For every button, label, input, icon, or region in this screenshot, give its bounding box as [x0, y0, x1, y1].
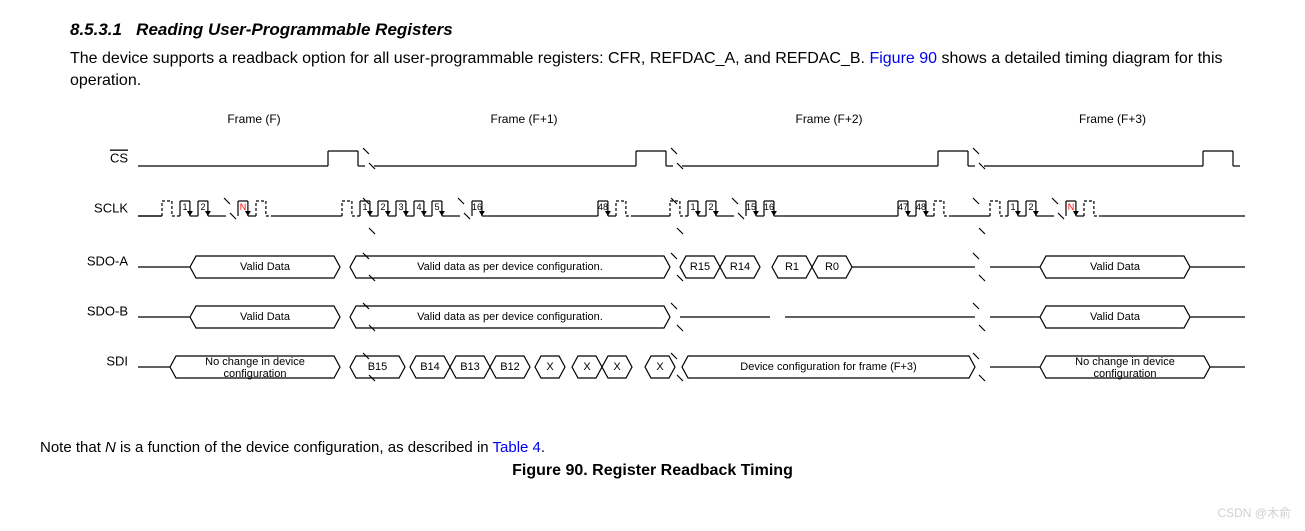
svg-text:Valid Data: Valid Data [240, 311, 291, 323]
svg-text:N: N [1068, 202, 1075, 212]
svg-text:Frame (F): Frame (F) [227, 112, 280, 126]
svg-text:1: 1 [691, 202, 696, 212]
note-paragraph: Note that N is a function of the device … [40, 439, 1265, 456]
svg-text:47: 47 [898, 202, 908, 212]
svg-text:Valid data as per device confi: Valid data as per device configuration. [417, 261, 603, 273]
svg-text:No change in device: No change in device [205, 356, 305, 368]
svg-text:Valid Data: Valid Data [240, 261, 291, 273]
svg-text:CS: CS [110, 150, 128, 165]
svg-text:2: 2 [201, 202, 206, 212]
svg-text:X: X [613, 361, 621, 373]
svg-text:N: N [240, 202, 247, 212]
svg-text:X: X [583, 361, 591, 373]
svg-text:R1: R1 [785, 261, 799, 273]
svg-text:Device configuration for frame: Device configuration for frame (F+3) [740, 361, 916, 373]
svg-text:15: 15 [746, 202, 756, 212]
svg-text:B12: B12 [500, 361, 520, 373]
svg-text:configuration: configuration [1094, 368, 1157, 380]
svg-text:Frame (F+3): Frame (F+3) [1079, 112, 1146, 126]
svg-text:B15: B15 [368, 361, 388, 373]
svg-text:R0: R0 [825, 261, 839, 273]
svg-text:X: X [656, 361, 664, 373]
svg-text:R14: R14 [730, 261, 750, 273]
svg-text:R15: R15 [690, 261, 710, 273]
svg-text:16: 16 [764, 202, 774, 212]
svg-text:16: 16 [472, 202, 482, 212]
figure-caption: Figure 90. Register Readback Timing [40, 462, 1265, 480]
svg-text:No change in device: No change in device [1075, 356, 1175, 368]
svg-text:2: 2 [1029, 202, 1034, 212]
watermark: CSDN @木俞 [1217, 504, 1291, 521]
svg-text:configuration: configuration [224, 368, 287, 380]
svg-text:Frame (F+2): Frame (F+2) [795, 112, 862, 126]
svg-text:SCLK: SCLK [94, 200, 128, 215]
svg-text:4: 4 [417, 202, 422, 212]
svg-text:3: 3 [399, 202, 404, 212]
timing-diagram: Frame (F) Frame (F+1) Frame (F+2) Frame (F+… [50, 111, 1265, 431]
svg-text:Frame (F+1): Frame (F+1) [490, 112, 557, 126]
svg-text:2: 2 [709, 202, 714, 212]
svg-text:1: 1 [363, 202, 368, 212]
svg-text:X: X [546, 361, 554, 373]
table-link[interactable]: Table 4 [493, 439, 541, 456]
note-italic-n: N [105, 439, 116, 456]
svg-text:Valid Data: Valid Data [1090, 261, 1141, 273]
intro-text-1: The device supports a readback option fo… [70, 50, 869, 67]
intro-paragraph: The device supports a readback option fo… [70, 48, 1265, 93]
svg-text:SDI: SDI [106, 353, 128, 368]
svg-text:SDO-A: SDO-A [87, 253, 129, 268]
svg-text:48: 48 [916, 202, 926, 212]
section-title: Reading User-Programmable Registers [136, 20, 453, 39]
section-heading: 8.5.3.1 Reading User-Programmable Regist… [70, 20, 1265, 40]
svg-text:B13: B13 [460, 361, 480, 373]
svg-text:5: 5 [435, 202, 440, 212]
section-number: 8.5.3.1 [70, 20, 122, 39]
svg-text:Valid data as per device confi: Valid data as per device configuration. [417, 311, 603, 323]
svg-text:48: 48 [598, 202, 608, 212]
figure-link[interactable]: Figure 90 [869, 50, 937, 67]
svg-text:Valid Data: Valid Data [1090, 311, 1141, 323]
svg-text:1: 1 [183, 202, 188, 212]
svg-text:2: 2 [381, 202, 386, 212]
note-text-2: is a function of the device configuratio… [116, 439, 493, 456]
note-text-1: Note that [40, 439, 105, 456]
svg-text:B14: B14 [420, 361, 440, 373]
svg-text:1: 1 [1011, 202, 1016, 212]
svg-text:SDO-B: SDO-B [87, 303, 128, 318]
note-text-3: . [541, 439, 545, 456]
timing-svg: Frame (F) Frame (F+1) Frame (F+2) Frame (F+… [50, 111, 1250, 431]
